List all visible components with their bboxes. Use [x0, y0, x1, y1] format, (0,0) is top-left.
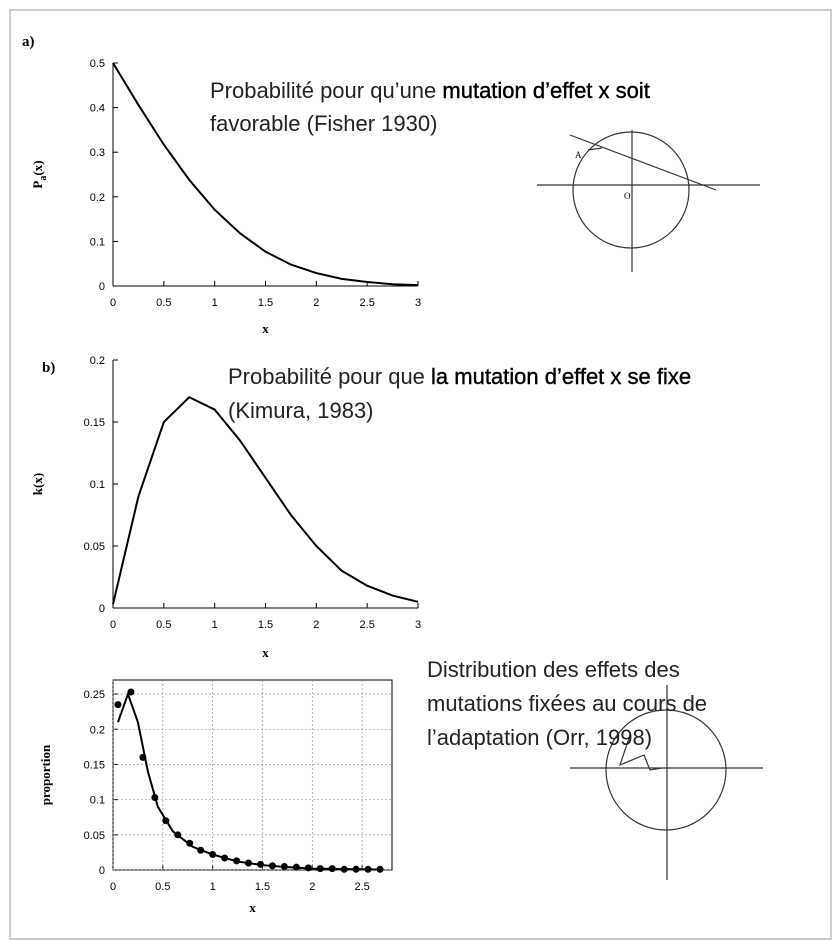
y-tick-label: 0.1 [90, 479, 105, 491]
y-tick-label: 0.2 [90, 355, 105, 367]
annotation-part: Distribution des effets des [427, 657, 680, 682]
x-axis-label: x [249, 900, 256, 915]
y-tick-label: 0.15 [84, 417, 105, 429]
diagram-circle [605, 709, 727, 831]
y-tick-label: 0.1 [90, 795, 105, 807]
panel-label: a) [22, 34, 35, 50]
x-tick-label: 1.5 [258, 297, 273, 309]
y-tick-label: 0.1 [90, 236, 105, 248]
curve [112, 62, 419, 287]
x-tick-label: 0 [110, 297, 116, 309]
y-axis-label: Pa(x) [30, 160, 49, 188]
fisher-diagram: A O [537, 130, 760, 272]
diagram-path [619, 734, 663, 771]
x-tick-label: 0.5 [156, 297, 171, 309]
y-tick-label: 0 [99, 281, 105, 293]
y-axis-label-part: (x) [30, 160, 45, 175]
x-tick-label: 3 [415, 619, 421, 631]
annotation: l’adaptation (Orr, 1998) [427, 725, 652, 750]
x-tick-label: 3 [415, 297, 421, 309]
curve [112, 395, 419, 605]
x-tick-label: 2.5 [360, 297, 375, 309]
annotation: favorable (Fisher 1930) [210, 111, 437, 136]
y-axis-label: proportion [38, 744, 53, 805]
annotation-part: favorable (Fisher 1930) [210, 111, 437, 136]
annotation: mutations fixées au cours de [427, 691, 707, 716]
x-tick-label: 1 [210, 881, 216, 893]
y-tick-label: 0.3 [90, 147, 105, 159]
y-axis-label-part: proportion [38, 744, 53, 805]
y-tick-label: 0.4 [90, 103, 105, 115]
annotation-part: la mutation d’effet x se fixe [431, 364, 691, 389]
x-tick-label: 2.5 [354, 881, 369, 893]
x-tick-label: 1.5 [258, 619, 273, 631]
x-tick-label: 2 [313, 619, 319, 631]
diagram-arrow [587, 147, 603, 151]
point [114, 701, 122, 709]
diagram-arrow [569, 134, 717, 191]
y-tick-label: 0.5 [90, 58, 105, 70]
y-tick-label: 0.25 [84, 689, 105, 701]
x-tick-label: 0.5 [155, 881, 170, 893]
annotation: Distribution des effets des [427, 657, 680, 682]
annotation-part: (Kimura, 1983) [228, 398, 374, 423]
x-tick-label: 0.5 [156, 619, 171, 631]
annotation: Probabilité pour qu’une mutation d’effet… [210, 78, 650, 103]
point [127, 688, 135, 696]
y-tick-label: 0.15 [84, 759, 105, 771]
y-tick-label: 0.2 [90, 724, 105, 736]
annotation: Probabilité pour que la mutation d’effet… [228, 364, 691, 389]
x-tick-label: 0 [110, 619, 116, 631]
annotation-part: Probabilité pour qu’une [210, 78, 442, 103]
x-tick-label: 1 [212, 297, 218, 309]
y-axis-label: k(x) [30, 473, 45, 495]
x-tick-label: 0 [110, 881, 116, 893]
curve [117, 691, 383, 871]
y-tick-label: 0.2 [90, 192, 105, 204]
plot-frame [112, 679, 393, 871]
diagram-label: O [624, 191, 631, 201]
orr-diagram [570, 685, 763, 880]
y-axis-label-part: P [30, 181, 45, 189]
y-tick-label: 0 [99, 865, 105, 877]
annotation-part: mutation d’effet x soit [442, 78, 650, 103]
y-tick-label: 0 [99, 603, 105, 615]
x-tick-label: 2 [309, 881, 315, 893]
y-axis-label-part: a [38, 176, 49, 181]
y-axis-label-part: k(x) [30, 473, 45, 495]
x-tick-label: 1 [212, 619, 218, 631]
y-tick-label: 0.05 [84, 541, 105, 553]
annotation-part: mutations fixées au cours de [427, 691, 707, 716]
panel-label: b) [42, 360, 55, 376]
annotation-part: Probabilité pour que [228, 364, 431, 389]
x-tick-label: 2.5 [360, 619, 375, 631]
y-tick-label: 0.05 [84, 830, 105, 842]
annotation-part: l’adaptation (Orr, 1998) [427, 725, 652, 750]
diagram-label: A [575, 150, 582, 160]
diagram-circle [572, 131, 690, 249]
annotation: (Kimura, 1983) [228, 398, 374, 423]
x-axis-label: x [262, 645, 269, 660]
x-tick-label: 1.5 [255, 881, 270, 893]
x-tick-label: 2 [313, 297, 319, 309]
x-axis-label: x [262, 321, 269, 336]
